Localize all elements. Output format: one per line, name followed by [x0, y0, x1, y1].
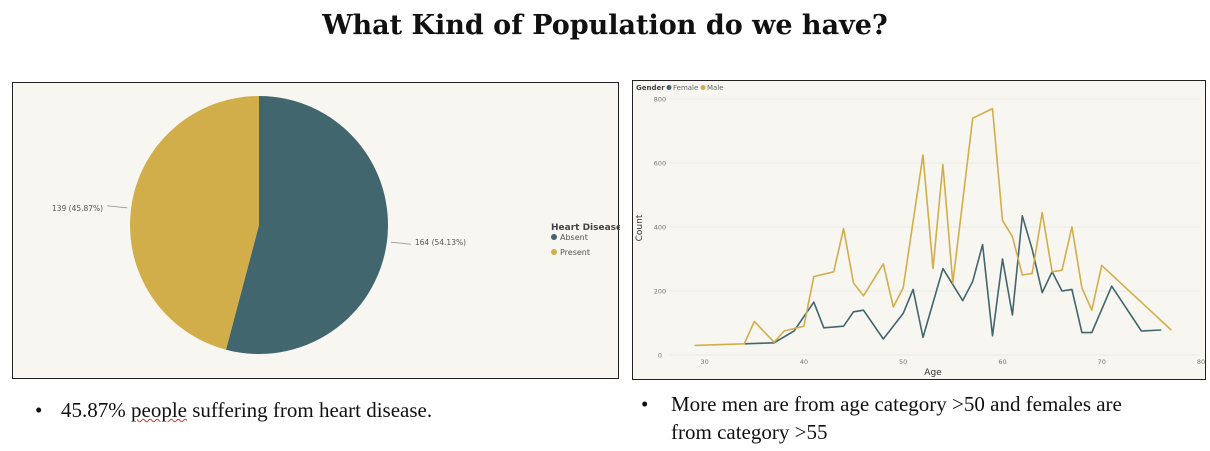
- pie-chart: 164 (54.13%) 139 (45.87%) Heart Disease A…: [52, 96, 620, 355]
- legend-label-male: Male: [707, 84, 724, 92]
- pie-chart-panel: 164 (54.13%) 139 (45.87%) Heart Disease A…: [12, 82, 620, 379]
- x-tick-label: 40: [800, 358, 808, 366]
- y-tick-label: 400: [654, 224, 666, 232]
- series-line-male: [694, 107, 1172, 347]
- page-title: What Kind of Population do we have?: [322, 10, 888, 41]
- bullet-left: • 45.87% people suffering from heart dise…: [35, 398, 432, 423]
- x-tick-label: 80: [1197, 358, 1205, 366]
- pie-leader-line: [107, 205, 128, 209]
- x-tick-label: 60: [998, 358, 1006, 366]
- y-tick-label: 600: [654, 160, 666, 168]
- y-axis-label: Count: [635, 214, 645, 241]
- legend-label-absent: Absent: [560, 233, 588, 242]
- pie-leader-line: [390, 241, 411, 245]
- pie-slice-present: [130, 96, 259, 350]
- x-tick-label: 70: [1098, 358, 1106, 366]
- spellcheck-word: people: [131, 398, 187, 422]
- bullet-right-text: More men are from age category >50 and f…: [671, 392, 1122, 444]
- legend-dot-absent: [551, 234, 557, 240]
- bullet-right: • More men are from age category >50 and…: [641, 390, 1161, 446]
- bullet-dot: •: [35, 398, 43, 422]
- pie-data-label: 164 (54.13%): [415, 238, 466, 247]
- x-tick-label: 50: [899, 358, 907, 366]
- legend-label-female: Female: [673, 84, 698, 92]
- y-tick-label: 800: [654, 96, 666, 104]
- x-axis-label: Age: [924, 368, 942, 378]
- line-chart-panel: Gender Female Male 0 200 400 600 800 30 40 50 60 70…: [632, 80, 1206, 380]
- pie-data-label: 139 (45.87%): [52, 204, 103, 213]
- legend-label-present: Present: [560, 248, 590, 257]
- y-tick-label: 200: [654, 288, 666, 296]
- legend-dot-male: [700, 85, 706, 90]
- series-line-female: [744, 215, 1162, 345]
- bullet-dot: •: [641, 392, 649, 416]
- bullet-left-text: 45.87% people suffering from heart disea…: [61, 398, 433, 422]
- line-legend-title: Gender: [636, 84, 665, 92]
- line-chart: Gender Female Male 0 200 400 600 800 30 40 50 60 70…: [635, 84, 1205, 378]
- pie-slice-absent: [225, 96, 389, 355]
- pie-legend-title: Heart Disease: [551, 223, 620, 233]
- legend-dot-present: [551, 249, 557, 255]
- legend-dot-female: [666, 85, 672, 90]
- y-tick-label: 0: [658, 352, 662, 360]
- x-tick-label: 30: [700, 358, 708, 366]
